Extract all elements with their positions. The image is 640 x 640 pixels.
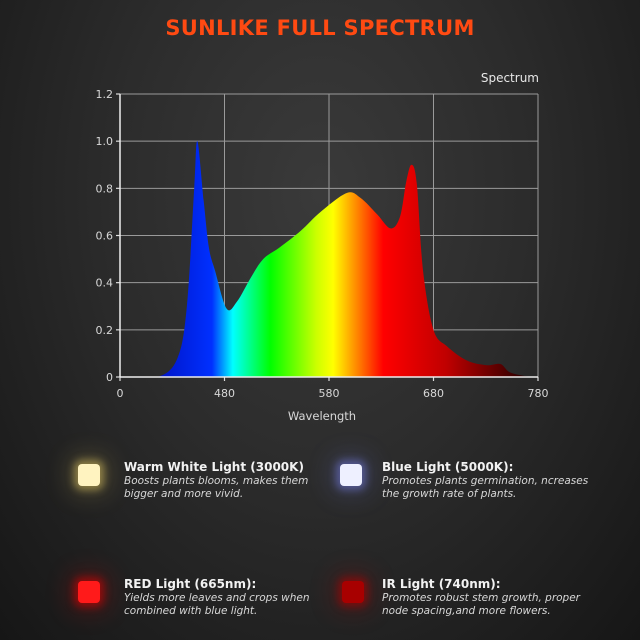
chart-title: Spectrum [481,71,539,85]
feature-description: Yields more leaves and crops when combin… [124,592,310,617]
x-tick-label: 780 [528,387,549,400]
y-tick-label: 1.0 [96,135,114,148]
feature-description: Promotes plants germination, ncreases th… [382,475,589,500]
x-tick-label: 580 [319,387,340,400]
x-tick-label: 0 [117,387,124,400]
y-tick-label: 0.6 [96,230,114,243]
y-tick-label: 0 [106,371,113,384]
feature-title: IR Light (740nm): [382,577,501,591]
y-tick-label: 1.2 [96,88,114,101]
x-tick-label: 680 [423,387,444,400]
spectrum-chart: 0 0.2 0.4 0.6 0.8 1.0 1.2 0 480 580 680 780 Spectru… [96,71,549,423]
x-axis-label: Wavelength [288,409,356,423]
warm-white-light-icon [78,464,100,486]
feature-description: Boosts plants blooms, makes them bigger … [124,475,309,500]
feature-title: Warm White Light (3000K) [124,460,304,474]
spectrum-area [120,141,538,377]
blue-light-icon [340,464,362,486]
y-tick-label: 0.4 [96,277,114,290]
ir-light-icon [342,581,364,603]
feature-title: Blue Light (5000K): [382,460,514,474]
x-tick-label: 480 [214,387,235,400]
page-title: SUNLIKE FULL SPECTRUM [165,16,475,40]
red-light-icon [78,581,100,603]
y-tick-label: 0.8 [96,182,114,195]
y-tick-label: 0.2 [96,324,114,337]
feature-description: Promotes robust stem growth, proper node… [382,592,580,617]
feature-title: RED Light (665nm): [124,577,257,591]
